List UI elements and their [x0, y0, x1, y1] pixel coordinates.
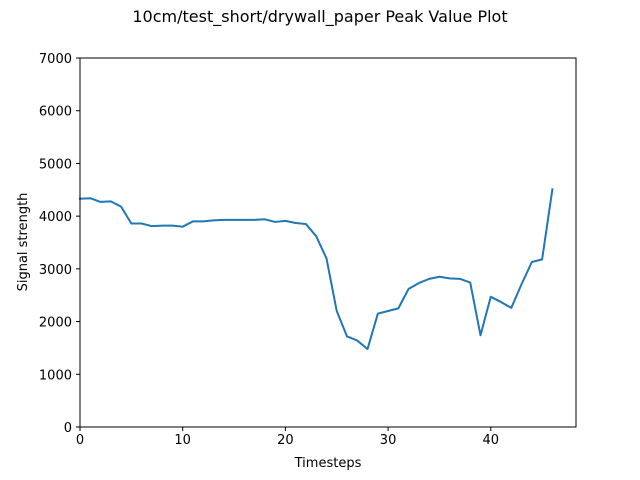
y-tick-label: 0 — [64, 421, 72, 436]
y-tick-label: 1000 — [39, 368, 72, 383]
x-tick-label: 30 — [380, 433, 397, 448]
y-tick-label: 5000 — [39, 157, 72, 172]
x-tick-label: 40 — [482, 433, 499, 448]
plot-series — [78, 188, 554, 350]
x-tick-label: 20 — [277, 433, 294, 448]
chart-title: 10cm/test_short/drywall_paper Peak Value… — [132, 7, 507, 27]
y-tick-label: 3000 — [39, 263, 72, 278]
x-axis-label: Timesteps — [294, 456, 362, 471]
series-line-0 — [78, 188, 554, 350]
axis-ticks: 0 10 20 30 40 0 1000 2000 3000 4000 5000 6000 7000 — [39, 52, 499, 448]
y-tick-label: 7000 — [39, 52, 72, 67]
y-tick-label: 4000 — [39, 210, 72, 225]
y-axis-label: Signal strength — [16, 193, 31, 292]
plot-frame — [79, 57, 577, 428]
x-tick-label: 10 — [174, 433, 191, 448]
x-tick-label: 0 — [76, 433, 84, 448]
y-tick-label: 6000 — [39, 105, 72, 120]
y-tick-label: 2000 — [39, 316, 72, 331]
